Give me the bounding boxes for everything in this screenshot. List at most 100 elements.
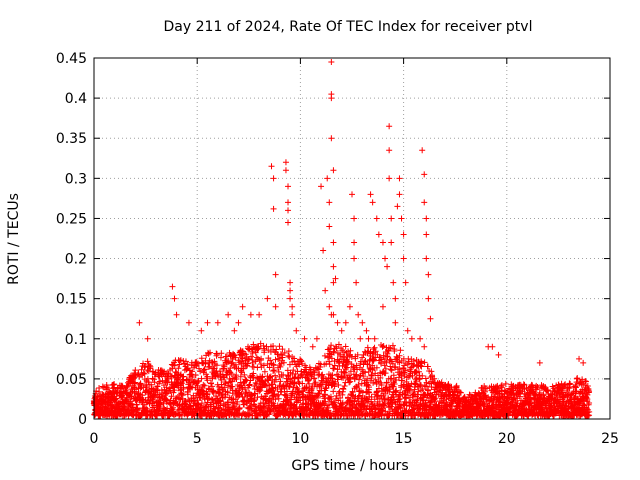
data-point [312,379,319,386]
data-point [392,388,399,395]
data-point [285,219,292,226]
data-point [421,343,428,350]
data-point [428,368,435,375]
data-point [386,175,393,182]
data-point [144,335,151,342]
data-point [372,348,379,355]
data-point [151,379,158,386]
data-point [382,390,389,397]
data-point [331,399,338,406]
data-point [183,377,190,384]
data-point [270,387,277,394]
data-point [157,401,164,408]
data-point [402,279,409,286]
data-point [403,402,410,409]
data-point [495,351,502,358]
data-point [347,347,354,354]
x-tick-label: 0 [90,431,99,447]
data-point [205,350,212,357]
data-point [147,365,154,372]
data-points [90,59,593,419]
data-point [387,345,394,352]
data-point [423,383,430,390]
data-point [293,384,300,391]
data-point [289,311,296,318]
data-point [299,373,306,380]
data-point [371,335,378,342]
data-point [319,379,326,386]
data-point [200,381,207,388]
data-point [356,376,363,383]
data-point [361,358,368,365]
data-point [282,167,289,174]
data-point [158,393,165,400]
data-point [258,374,265,381]
data-point [330,348,337,355]
data-point [162,391,169,398]
data-point [285,348,292,355]
data-point [249,359,256,366]
data-point [247,377,254,384]
data-point [233,401,240,408]
data-point [355,311,362,318]
data-point [272,356,279,363]
data-point [423,231,430,238]
data-point [431,375,438,382]
data-point [349,388,356,395]
data-point [307,366,314,373]
data-point [352,355,359,362]
data-point [328,95,335,102]
data-point [289,303,296,310]
data-point [183,401,190,408]
data-point [392,295,399,302]
data-point [400,231,407,238]
data-point [364,361,371,368]
data-point [275,368,282,375]
data-point [218,350,225,357]
data-point [375,385,382,392]
data-point [386,412,393,419]
data-point [340,349,347,356]
data-point [267,373,274,380]
y-tick-label: 0.45 [56,51,87,67]
data-point [311,369,318,376]
data-point [231,352,238,359]
data-point [167,388,174,395]
data-point [335,341,342,348]
data-point [409,372,416,379]
data-point [379,303,386,310]
data-point [338,327,345,334]
data-point [268,163,275,170]
data-point [378,381,385,388]
data-point [244,410,251,417]
data-point [144,358,151,365]
x-axis-label: GPS time / hours [291,458,408,474]
data-point [337,395,344,402]
data-point [215,389,222,396]
data-point [391,380,398,387]
data-point [174,393,181,400]
data-point [313,335,320,342]
data-point [290,367,297,374]
data-point [137,380,144,387]
data-point [129,404,136,411]
data-point [401,371,408,378]
data-point [208,396,215,403]
data-point [276,343,283,350]
data-point [281,349,288,356]
data-point [330,239,337,246]
data-point [225,311,232,318]
data-point [324,175,331,182]
data-point [402,367,409,374]
data-point [246,381,253,388]
y-tick-label: 0 [78,412,87,428]
data-point [326,199,333,206]
data-point [221,384,228,391]
data-point [280,371,287,378]
data-point [179,392,186,399]
data-point [169,283,176,290]
data-point [327,393,334,400]
data-point [262,382,269,389]
data-point [239,303,246,310]
data-point [347,378,354,385]
